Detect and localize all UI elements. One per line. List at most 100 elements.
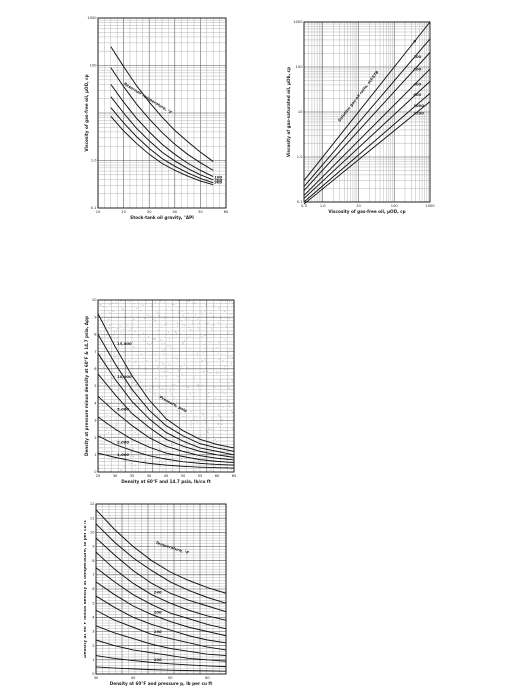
texture-dot [103,306,105,307]
texture-dot [99,430,101,431]
texture-dot [230,356,232,358]
texture-dot [136,307,137,309]
texture-dot [138,335,140,337]
y-tick-label: 7 [94,350,96,354]
texture-dot [117,399,119,401]
texture-dot [229,326,231,328]
curve-label: 1000 [413,103,424,108]
y-tick-label: 1.0 [91,159,97,163]
x-tick-label: 35 [130,474,135,478]
texture-dot [190,411,192,413]
texture-dot [153,338,154,340]
texture-dot [142,361,143,363]
texture-dot [157,385,159,387]
texture-dot [156,366,158,368]
texture-dot [203,413,205,415]
texture-dot [123,460,125,462]
texture-dot [164,366,166,368]
texture-dot [178,421,180,423]
texture-dot [117,336,119,338]
texture-dot [113,351,114,353]
texture-dot [177,306,179,308]
x-tick-label: 20 [121,210,126,214]
texture-dot [186,367,188,369]
texture-dot [114,376,116,378]
tick-labels: 10 20 30 40 50 60 1000 100 1.0 0.1 [87,16,229,214]
y-tick-label: 7 [92,573,94,577]
texture-dot [128,373,130,375]
texture-dot [150,436,152,437]
texture-dot [217,422,219,424]
texture-dot [180,366,182,367]
series-line [97,313,235,449]
texture-dot [159,386,160,388]
texture-dot [129,387,131,389]
texture-dot [112,377,113,379]
texture-dot [211,418,213,420]
texture-dot [202,351,204,353]
texture-dot [164,350,166,352]
curve-label: 160 [154,629,162,634]
texture-dot [164,370,166,372]
y-tick-label: 11 [90,516,95,520]
texture-dot [105,451,107,453]
texture-dot [219,345,221,347]
texture-dot [102,403,103,405]
texture-dot [115,331,117,333]
texture-dot [169,345,171,347]
series-line [95,537,227,613]
curve-label: 1,000 [117,452,129,457]
series-line [95,595,227,644]
series-line [95,625,227,657]
texture-dot [108,432,109,434]
texture-dot [109,303,111,305]
texture-dot [135,360,137,362]
texture-dot [224,447,225,449]
texture-dot [98,443,100,445]
texture-dot [178,323,180,325]
texture-dot [106,361,108,363]
texture-dot [210,403,212,405]
texture-dot [175,357,177,358]
texture-dot [98,377,99,379]
x-tick-label: 40 [173,210,178,214]
texture-dot [230,349,232,351]
texture-dot [223,393,225,395]
texture-dot [108,451,110,453]
texture-dot [124,435,126,437]
texture-dot [160,300,162,302]
curve-label: 300 [214,179,222,184]
texture-dot [180,369,181,370]
texture-dot [221,429,223,431]
texture-dot [231,379,233,381]
texture-dot [187,312,189,314]
texture-dot [207,362,209,364]
texture-dot [176,429,178,431]
texture-dot [176,410,178,412]
x-axis-label: Stock-tank oil gravity, °API [130,215,194,220]
grid [303,21,430,203]
texture-dot [192,303,194,305]
texture-dot [147,405,149,407]
texture-dot [220,318,222,319]
texture-dot [131,389,132,391]
texture-dot [161,350,163,352]
texture-dot [207,432,209,433]
texture-dot [225,466,227,468]
texture-dot [169,388,171,390]
texture-dot [221,333,223,335]
texture-dot [118,387,120,389]
texture-dot [187,301,188,303]
texture-dot [230,330,232,332]
texture-dot [224,339,226,341]
texture-dot [191,330,193,332]
texture-dot [172,356,174,358]
texture-dot [145,451,147,453]
curve-label: 15,000 [117,341,132,346]
texture-dot [188,300,190,302]
chart-annotation: Temperature, °F [155,540,190,556]
texture-dot [99,305,101,307]
texture-dot [129,442,131,444]
y-tick-label: 5 [94,384,96,388]
